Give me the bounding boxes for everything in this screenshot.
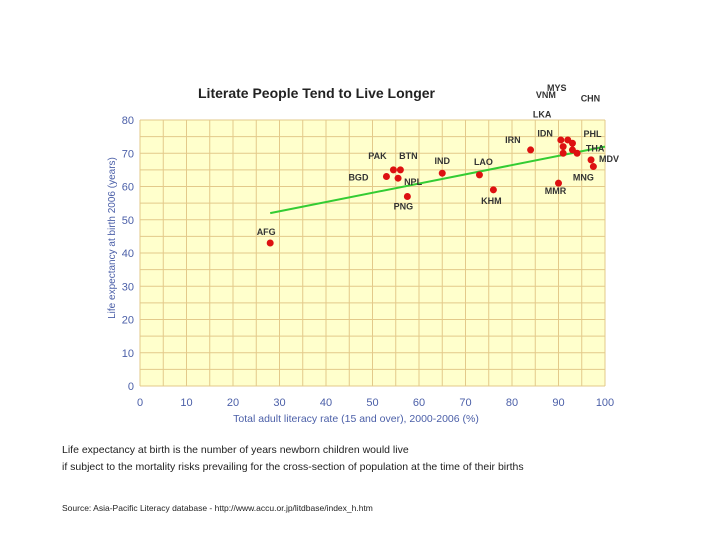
trend-line [270, 145, 606, 215]
y-tick-label: 40 [122, 248, 134, 260]
point-irn [527, 146, 535, 154]
point-label: PAK [368, 151, 387, 161]
y-tick-label: 60 [122, 182, 134, 194]
point-vnm [557, 136, 565, 144]
gridlines [139, 119, 606, 387]
point-idn [559, 149, 567, 157]
y-tick-label: 20 [122, 315, 134, 327]
point-label: MNG [573, 173, 594, 183]
point-label: MYS [547, 83, 567, 93]
point-label: CHN [581, 93, 601, 103]
point-lao [475, 171, 483, 179]
point-label: IDN [537, 128, 553, 138]
point-label: PNG [394, 201, 414, 211]
point-label: NPL [404, 177, 423, 187]
x-tick-label: 20 [227, 397, 239, 409]
point-label: BGD [348, 173, 369, 183]
data-points: AFG BGD PAK BTN NPL PNG IND LAO KHM IRN MMR VNM LKA I… [257, 83, 619, 247]
point-label: LKA [533, 110, 552, 120]
x-tick-label: 80 [506, 397, 518, 409]
y-tick-label: 10 [122, 348, 134, 360]
point-label: MMR [545, 186, 567, 196]
x-tick-label: 0 [137, 397, 143, 409]
point-tha [573, 149, 581, 157]
point-label: IRN [505, 135, 521, 145]
x-tick-label: 70 [459, 397, 471, 409]
note-line-1: Life expectancy at birth is the number o… [62, 444, 409, 456]
point-mdv [587, 156, 595, 164]
axis-ticks: 0 10 20 30 40 50 60 70 80 90 100 0 10 20 30 40 50 60 70 80 [122, 115, 614, 409]
point-label: MDV [599, 154, 619, 164]
point-png [403, 192, 411, 200]
point-ind [438, 169, 446, 177]
point-npl [394, 174, 402, 182]
point-label: LAO [474, 157, 493, 167]
point-bgd [382, 173, 390, 181]
y-axis-label: Life expectancy at birth 2006 (years) [107, 157, 118, 319]
point-label: VNM [536, 90, 556, 100]
x-tick-label: 60 [413, 397, 425, 409]
point-lka [559, 143, 567, 151]
y-tick-label: 50 [122, 215, 134, 227]
source-text: Source: Asia-Pacific Literacy database -… [62, 503, 373, 513]
y-tick-label: 30 [122, 281, 134, 293]
y-tick-label: 70 [122, 148, 134, 160]
x-tick-label: 30 [273, 397, 285, 409]
chart-title: Literate People Tend to Live Longer [198, 85, 435, 101]
point-mmr [555, 179, 562, 187]
point-label: KHM [481, 196, 502, 206]
point-label: BTN [399, 151, 418, 161]
x-tick-label: 90 [552, 397, 564, 409]
point-label: THA [586, 143, 605, 153]
point-label: IND [435, 156, 451, 166]
point-btn [396, 166, 404, 174]
y-tick-label: 80 [122, 115, 134, 127]
point-label: AFG [257, 227, 276, 237]
point-afg [266, 239, 274, 247]
point-pak [389, 166, 397, 174]
point-mng [589, 163, 597, 171]
x-tick-label: 40 [320, 397, 332, 409]
point-label: PHL [583, 129, 602, 139]
x-tick-label: 10 [180, 397, 192, 409]
x-tick-label: 100 [596, 397, 614, 409]
x-axis-label: Total adult literacy rate (15 and over),… [233, 413, 479, 425]
note-line-2: if subject to the mortality risks prevai… [62, 461, 524, 473]
point-khm [489, 186, 497, 194]
x-tick-label: 50 [366, 397, 378, 409]
point-chn [568, 139, 576, 147]
y-tick-label: 0 [128, 381, 134, 393]
